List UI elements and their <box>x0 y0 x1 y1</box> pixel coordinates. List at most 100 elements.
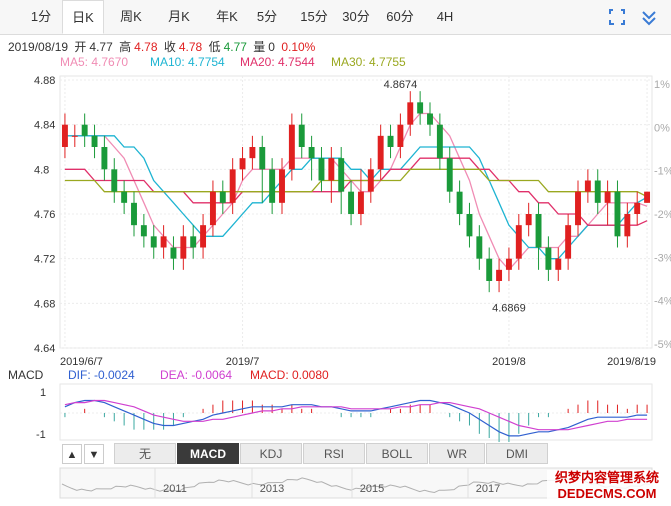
candle-body <box>584 180 591 192</box>
ma30-label: MA30: 4.7755 <box>331 55 406 69</box>
candle-body <box>318 158 325 181</box>
candle-body <box>131 202 137 226</box>
macd-frame <box>59 383 653 441</box>
dea-line <box>64 399 648 431</box>
candle-body <box>446 158 453 192</box>
candle-body <box>200 225 207 248</box>
x-tick-label: 2019/7 <box>226 356 260 368</box>
candle-body <box>476 236 483 259</box>
macd-y-tick: -1 <box>36 429 46 441</box>
y-tick-label: 4.72 <box>34 254 55 266</box>
high-value: 4.78 <box>134 40 158 54</box>
ma-line-ma30 <box>64 168 648 198</box>
candle-body <box>456 191 463 214</box>
candle-body <box>466 214 473 237</box>
candle-body <box>249 147 256 159</box>
volume-value: 0 <box>268 40 275 54</box>
candle-body <box>505 258 512 270</box>
pct-tick-label: -1% <box>654 166 671 178</box>
extreme-annotation: 4.8674 <box>384 79 418 91</box>
dif-label: DIF: -0.0024 <box>68 368 135 382</box>
candle-body <box>308 147 315 159</box>
indicator-none[interactable]: 无 <box>114 443 176 464</box>
plot-frame <box>59 75 653 349</box>
candle-body <box>545 247 552 270</box>
macd-y-tick: 1 <box>40 387 46 399</box>
candle-body <box>594 180 601 203</box>
candle-body <box>101 147 108 170</box>
tab-4h[interactable]: 4H <box>436 9 454 24</box>
y-tick-label: 4.76 <box>34 209 55 221</box>
indicator-kdj[interactable]: KDJ <box>240 443 302 464</box>
candle-body <box>190 236 197 248</box>
overview-year-label: 2011 <box>163 483 187 495</box>
tab-1min[interactable]: 1分 <box>30 9 52 24</box>
candle-body <box>71 135 78 137</box>
scroll-down-button[interactable]: ▼ <box>84 444 104 464</box>
candle-body <box>91 135 98 147</box>
candle-body <box>624 214 631 237</box>
candle-body <box>357 191 364 214</box>
candle-body <box>377 135 384 170</box>
y-tick-label: 4.84 <box>34 120 55 132</box>
tab-yearly-k[interactable]: 年K <box>216 9 238 24</box>
candle-body <box>170 247 177 259</box>
indicator-rsi[interactable]: RSI <box>303 443 365 464</box>
candle-body <box>535 214 542 248</box>
tab-monthly-k[interactable]: 月K <box>168 9 190 24</box>
candle-body <box>604 191 611 203</box>
tab-15min[interactable]: 15分 <box>300 9 328 24</box>
tab-weekly-k[interactable]: 周K <box>120 9 142 24</box>
pct-tick-label: -5% <box>654 339 671 351</box>
tab-60min[interactable]: 60分 <box>386 9 414 24</box>
fullscreen-icon[interactable] <box>607 6 663 28</box>
candle-body <box>496 269 503 281</box>
open-value: 4.77 <box>89 40 113 54</box>
y-tick-label: 4.68 <box>34 298 55 310</box>
candle-body <box>229 169 236 203</box>
y-tick-label: 4.64 <box>34 343 55 355</box>
candle-body <box>367 169 374 192</box>
candle-body <box>427 113 433 125</box>
candle-body <box>397 124 404 147</box>
candle-body <box>407 102 414 125</box>
indicator-dmi[interactable]: DMI <box>486 443 548 464</box>
pct-tick-label: -3% <box>654 252 671 264</box>
candle-body <box>150 236 157 248</box>
candle-body <box>160 236 167 248</box>
candle-body <box>219 191 226 203</box>
ma-legend: MA5: 4.7670 MA10: 4.7754 MA20: 4.7544 MA… <box>0 55 671 71</box>
overview-year-label: 2015 <box>360 483 384 495</box>
candlestick-chart[interactable]: 4.88 4.84 4.8 4.76 4.72 4.68 4.64 1% 0% -1% -2% -3%… <box>0 70 671 370</box>
candle-body <box>288 124 295 170</box>
candle-body <box>417 102 424 114</box>
tab-30min[interactable]: 30分 <box>342 9 370 24</box>
candle-body <box>81 124 88 136</box>
candle-body <box>614 191 621 237</box>
indicator-bar: ▲ ▼ 无 MACD KDJ RSI BOLL WR DMI <box>0 443 671 465</box>
candle-body <box>486 258 493 281</box>
pct-tick-label: -4% <box>654 296 671 308</box>
overview-year-label: 2013 <box>260 483 284 495</box>
close-value: 4.78 <box>178 40 203 54</box>
candle-body <box>239 158 246 170</box>
period-tab-bar: 1分 日K 周K 月K 年K 5分 15分 30分 60分 4H <box>0 0 671 35</box>
candle-body <box>180 236 187 259</box>
overview-year-label: 2017 <box>476 483 500 495</box>
candle-body <box>575 191 581 226</box>
candle-body <box>338 158 345 192</box>
candle-body <box>436 124 443 159</box>
indicator-wr[interactable]: WR <box>429 443 485 464</box>
indicator-boll[interactable]: BOLL <box>366 443 428 464</box>
watermark: 织梦内容管理系统 DEDECMS.COM <box>547 470 667 504</box>
dif-line <box>64 399 648 437</box>
x-tick-label: 2019/8 <box>492 356 526 368</box>
tab-5min[interactable]: 5分 <box>256 9 278 24</box>
tab-daily-k[interactable]: 日K <box>62 0 104 34</box>
candle-body <box>328 158 335 181</box>
extreme-annotation: 4.6869 <box>492 303 526 315</box>
scroll-up-button[interactable]: ▲ <box>62 444 82 464</box>
y-tick-label: 4.8 <box>34 164 49 176</box>
indicator-macd[interactable]: MACD <box>177 443 239 464</box>
